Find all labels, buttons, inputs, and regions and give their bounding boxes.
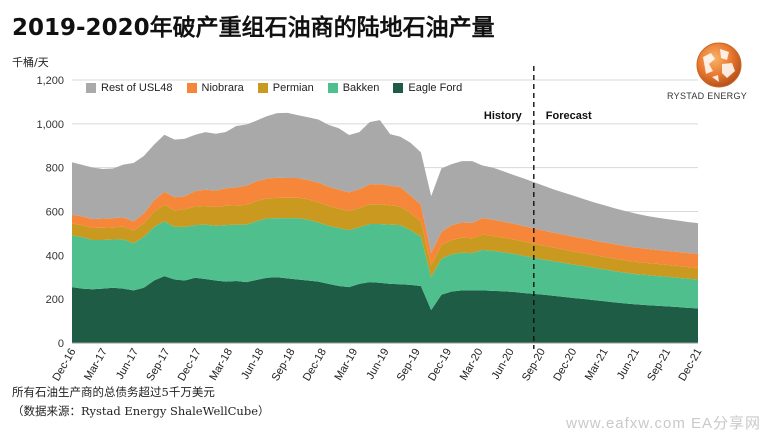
history-label: History	[484, 110, 523, 122]
x-tick-label: Dec-21	[676, 347, 704, 384]
x-tick-label: Dec-20	[551, 347, 579, 384]
x-tick-label: Mar-18	[207, 347, 235, 383]
legend-swatch	[186, 83, 197, 93]
x-tick-label: Sep-18	[270, 347, 298, 384]
x-tick-label: Sep-17	[144, 347, 172, 384]
forecast-label: Forecast	[546, 110, 592, 122]
legend-label: Eagle Ford	[408, 82, 463, 94]
legend-item: Eagle Ford	[393, 82, 462, 94]
area-bakken	[72, 218, 698, 311]
x-tick-label: Dec-16	[50, 347, 78, 384]
y-tick-label: 1,000	[36, 119, 64, 131]
x-tick-label: Sep-19	[395, 347, 423, 384]
y-tick-label: 600	[46, 207, 64, 219]
x-tick-label: Mar-17	[82, 347, 110, 383]
x-tick-label: Jun-17	[114, 347, 141, 382]
legend-swatch	[257, 83, 268, 93]
area-rest-of-usl48	[72, 112, 698, 254]
y-tick-label: 0	[58, 338, 64, 350]
x-tick-label: Mar-19	[332, 347, 360, 383]
x-tick-label: Mar-20	[458, 347, 486, 383]
legend-label: Bakken	[342, 82, 380, 94]
y-tick-label: 400	[46, 250, 64, 262]
rystad-logo	[694, 40, 744, 90]
x-tick-label: Dec-19	[426, 347, 454, 384]
x-tick-label: Jun-18	[239, 347, 266, 382]
y-tick-label: 800	[46, 163, 64, 175]
x-tick-label: Dec-18	[301, 347, 329, 384]
x-tick-label: Jun-21	[615, 347, 642, 382]
area-niobrara	[72, 177, 698, 268]
area-permian	[72, 197, 698, 280]
legend-item: Permian	[257, 82, 314, 94]
globe-logo-icon	[696, 42, 742, 88]
legend-swatch	[86, 83, 96, 93]
x-tick-label: Sep-20	[520, 347, 548, 384]
footnote-debt: 所有石油生产商的总债务超过5千万美元	[12, 385, 215, 399]
legend-item: Bakken	[327, 82, 380, 94]
brand-name: RYSTAD ENERGY	[667, 91, 748, 101]
y-tick-label: 200	[46, 294, 64, 306]
legend-item: Rest of USL48	[86, 82, 173, 94]
legend-swatch	[327, 83, 338, 93]
y-axis-unit-label: 千桶/天	[12, 56, 49, 69]
y-tick-label: 1,200	[36, 75, 64, 87]
x-tick-label: Jun-20	[490, 347, 517, 382]
watermark: www.eafxw.com EA分享网	[566, 415, 761, 432]
chart-title: 2019-2020年破产重组石油商的陆地石油产量	[12, 15, 495, 41]
legend-swatch	[393, 83, 404, 93]
legend-label: Rest of USL48	[101, 82, 173, 94]
x-tick-label: Jun-19	[364, 347, 391, 382]
x-tick-label: Dec-17	[176, 347, 204, 384]
footnote-source: （数据来源：Rystad Energy ShaleWellCube）	[12, 404, 270, 418]
x-tick-label: Sep-21	[645, 347, 673, 384]
area-eagle-ford	[72, 276, 698, 343]
legend-label: Permian	[272, 82, 314, 94]
x-tick-label: Mar-21	[583, 347, 611, 383]
legend-label: Niobrara	[201, 82, 244, 94]
legend-item: Niobrara	[186, 82, 244, 94]
legend: Rest of USL48 Niobrara Permian Bakken Eagle …	[86, 82, 462, 94]
